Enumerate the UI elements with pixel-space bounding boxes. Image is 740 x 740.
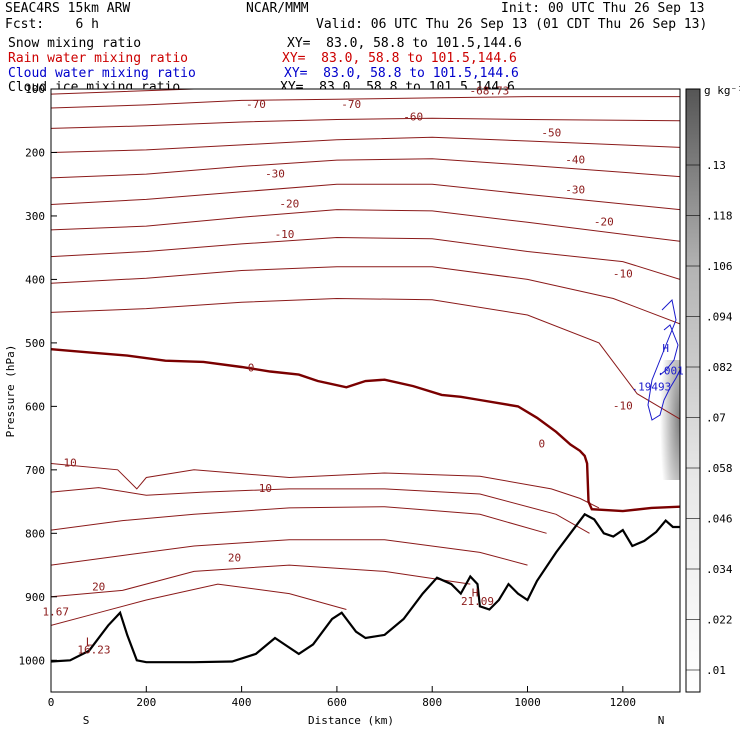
isotherm-line (51, 564, 471, 598)
isotherm-line (51, 183, 680, 211)
field-xy-snow: XY= 83.0, 58.8 to 101.5,144.6 (287, 36, 522, 51)
extremum-label: 1.67 (43, 606, 70, 619)
cloud-shading (660, 360, 680, 480)
field-xy-cloud-water: XY= 83.0, 58.8 to 101.5,144.6 (284, 66, 519, 81)
isotherm-line (51, 89, 209, 95)
contour-label: -40 (565, 154, 585, 167)
extremum-label: 16.23 (77, 644, 110, 657)
contour-label: -30 (265, 168, 285, 181)
colorbar-tick-label: .13 (706, 159, 726, 172)
extremum-label: -68.73 (470, 85, 510, 98)
valid-time: Valid: 06 UTC Thu 26 Sep 13 (01 CDT Thu … (316, 17, 708, 32)
isotherm-line (51, 266, 680, 325)
isotherm-line (51, 487, 590, 534)
x-tick-label: 200 (136, 696, 156, 709)
x-tick-label: 1200 (610, 696, 637, 709)
contour-label: -20 (279, 198, 299, 211)
cloud-water-contour-2 (659, 324, 679, 376)
org-label: NCAR/MMM (246, 1, 309, 16)
y-tick-label: 500 (25, 337, 45, 350)
contour-label: -70 (341, 98, 361, 111)
x-tick-label: 1000 (514, 696, 541, 709)
init-time: Init: 00 UTC Thu 26 Sep 13 (501, 1, 705, 16)
contour-label: 0 (538, 438, 545, 451)
colorbar-tick-label: .106 (706, 260, 733, 273)
y-tick-label: 1000 (19, 654, 46, 667)
isotherm-line (51, 236, 680, 280)
colorbar-unit: g kg⁻¹ (704, 84, 740, 97)
x-axis-label: Distance (km) (308, 714, 394, 727)
contour-label: 0 (248, 361, 255, 374)
colorbar-tick-label: .058 (706, 462, 733, 475)
zero-isotherm (51, 348, 680, 513)
x-tick-label: 800 (422, 696, 442, 709)
plot-area (51, 89, 680, 692)
y-tick-label: 300 (25, 210, 45, 223)
x-tick-label: 400 (232, 696, 252, 709)
extremum-label: H (472, 587, 479, 600)
isotherm-line (51, 209, 680, 242)
extremum-label: 21.09 (461, 595, 494, 608)
contour-label: -20 (594, 215, 614, 228)
contour-label: 20 (228, 552, 241, 565)
extremum-label: H (662, 342, 669, 355)
contour-label: -10 (613, 399, 633, 412)
model-title: SEAC4RS 15km ARW (5, 1, 131, 16)
colorbar-tick-label: .118 (706, 210, 733, 223)
extremum-label: L (86, 636, 93, 649)
isotherm-line (51, 539, 528, 566)
contour-label: -10 (275, 228, 295, 241)
colorbar-tick-label: .082 (706, 361, 733, 374)
y-tick-label: 800 (25, 527, 45, 540)
field-name-snow: Snow mixing ratio (8, 36, 142, 51)
extremum-label: .19493 (632, 380, 672, 393)
colorbar-tick-label: .046 (706, 513, 733, 526)
y-tick-label: 100 (25, 83, 45, 96)
terrain-line (51, 512, 680, 664)
end-label-north: N (658, 714, 665, 727)
isotherm-line (51, 297, 680, 420)
contour-label: -50 (541, 126, 561, 139)
y-tick-label: 700 (25, 464, 45, 477)
colorbar-tick-label: .01 (706, 664, 726, 677)
end-label-south: S (83, 714, 90, 727)
isotherm-line (51, 158, 680, 179)
isotherm-line (51, 117, 680, 129)
plot-frame (50, 88, 681, 693)
contour-label: -30 (565, 184, 585, 197)
y-tick-label: 200 (25, 146, 45, 159)
y-tick-label: 900 (25, 591, 45, 604)
extremum-label: .001 (657, 365, 684, 378)
colorbar-tick-label: .07 (706, 412, 726, 425)
colorbar-tick-label: .022 (706, 614, 733, 627)
field-name-rain: Rain water mixing ratio (8, 51, 189, 66)
cloud-water-contour (647, 298, 680, 421)
colorbar-tick-label: .034 (706, 563, 733, 576)
field-name-cloud-water: Cloud water mixing ratio (8, 66, 196, 81)
y-tick-label: 600 (25, 400, 45, 413)
colorbar-tick-label: .094 (706, 311, 733, 324)
y-tick-label: 400 (25, 273, 45, 286)
x-tick-label: 0 (48, 696, 55, 709)
contour-label: -70 (246, 98, 266, 111)
field-xy-rain: XY= 83.0, 58.8 to 101.5,144.6 (282, 51, 517, 66)
contour-label: -10 (613, 267, 633, 280)
x-tick-label: 600 (327, 696, 347, 709)
contour-label: 10 (63, 457, 76, 470)
isotherm-line (51, 506, 547, 534)
isotherm-line (51, 136, 680, 153)
isotherm-line (51, 583, 347, 626)
y-axis-label: Pressure (hPa) (4, 345, 17, 438)
contour-label: -60 (403, 111, 423, 124)
contour-label: 10 (259, 482, 272, 495)
colorbar (685, 88, 701, 693)
contour-label: 20 (92, 580, 105, 593)
forecast-hour: Fcst: 6 h (5, 17, 99, 32)
isotherm-line (51, 463, 600, 509)
isotherm-line (51, 96, 680, 109)
